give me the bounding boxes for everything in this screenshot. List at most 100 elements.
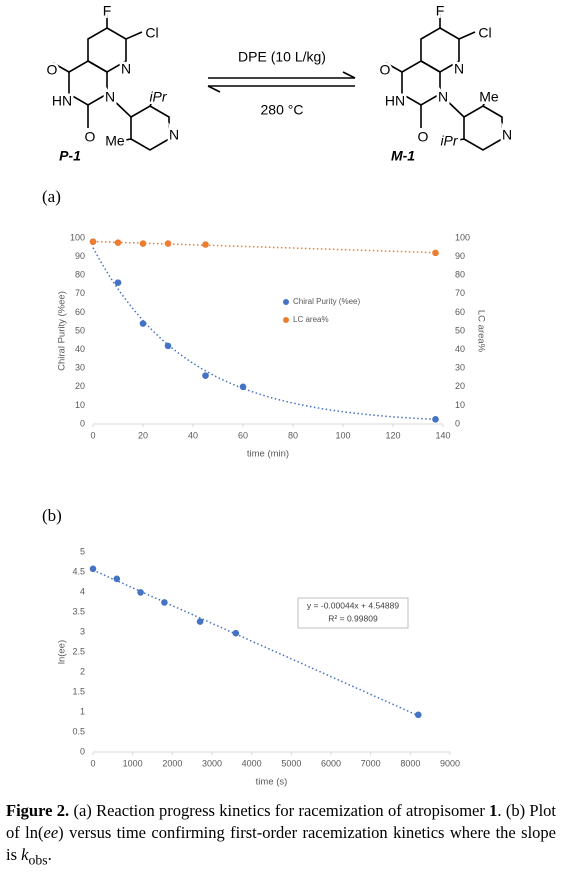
trendline bbox=[92, 247, 436, 421]
y-tick-label: 30 bbox=[75, 363, 85, 373]
x-tick-label: 3000 bbox=[202, 758, 222, 768]
data-point bbox=[161, 599, 168, 606]
trendline bbox=[92, 569, 419, 717]
atom: O bbox=[380, 62, 391, 78]
annotation: y = -0.00044x + 4.54889 bbox=[307, 600, 399, 610]
atom: Me bbox=[105, 133, 125, 149]
figure-caption: Figure 2. (a) Reaction progress kinetics… bbox=[6, 800, 556, 871]
atom: N bbox=[454, 61, 464, 77]
y-tick-label: 2 bbox=[80, 666, 85, 676]
legend-marker bbox=[283, 317, 289, 323]
y-tick-label: 4 bbox=[80, 586, 85, 596]
x-tick-label: 8000 bbox=[400, 758, 420, 768]
atom: N bbox=[105, 89, 115, 105]
caption-text: ) versus time confirming first-order rac… bbox=[6, 823, 557, 864]
caption-label: Figure 2. bbox=[6, 801, 70, 820]
data-point bbox=[139, 320, 147, 327]
y2-tick-label: 30 bbox=[455, 363, 465, 373]
y-tick-label: 2.5 bbox=[72, 646, 85, 656]
y-tick-label: 70 bbox=[75, 288, 85, 298]
data-point bbox=[202, 372, 209, 379]
atom: iPr bbox=[149, 89, 167, 105]
y-tick-label: 0 bbox=[80, 418, 85, 428]
trendline bbox=[92, 240, 436, 254]
data-point bbox=[232, 629, 240, 637]
y2-tick-label: 0 bbox=[455, 418, 460, 428]
x-tick-label: 0 bbox=[90, 430, 95, 440]
data-point bbox=[137, 589, 144, 596]
x-tick-label: 2000 bbox=[162, 758, 182, 768]
y-tick-label: 90 bbox=[75, 251, 85, 261]
data-point bbox=[114, 239, 122, 246]
x-tick-label: 9000 bbox=[440, 758, 460, 768]
legend-marker bbox=[283, 299, 289, 305]
y-tick-label: 1.5 bbox=[72, 686, 85, 696]
y-tick-label: 5 bbox=[80, 546, 85, 556]
legend-label: Chiral Purity (%ee) bbox=[293, 297, 360, 306]
data-point bbox=[114, 279, 122, 286]
data-point bbox=[89, 238, 97, 246]
data-point bbox=[414, 711, 422, 719]
atom: N bbox=[121, 61, 131, 77]
caption-text: k bbox=[21, 845, 29, 864]
atom: N bbox=[438, 89, 448, 105]
atom: F bbox=[103, 3, 112, 19]
y-tick-label: 0 bbox=[80, 746, 85, 756]
x-axis-title: time (min) bbox=[247, 449, 289, 460]
y-tick-label: 100 bbox=[70, 232, 85, 242]
data-point bbox=[164, 240, 172, 247]
atom: Me bbox=[479, 89, 499, 105]
y-tick-label: 20 bbox=[75, 381, 85, 391]
y-tick-label: 10 bbox=[75, 400, 85, 410]
y-tick-label: 3.5 bbox=[72, 606, 85, 616]
atom: N bbox=[502, 127, 512, 143]
y-axis-title: ln(ee) bbox=[57, 640, 68, 664]
data-point bbox=[89, 565, 97, 573]
reactant-structure bbox=[52, 14, 170, 151]
y2-tick-label: 60 bbox=[455, 307, 465, 317]
data-point bbox=[139, 240, 147, 247]
x-tick-label: 0 bbox=[90, 758, 95, 768]
panel-label: (a) bbox=[42, 187, 61, 206]
y-tick-label: 40 bbox=[75, 344, 85, 354]
y-tick-label: 3 bbox=[80, 626, 85, 636]
y-tick-label: 1 bbox=[80, 706, 85, 716]
x-tick-label: 7000 bbox=[361, 758, 381, 768]
y2-tick-label: 40 bbox=[455, 344, 465, 354]
atom: Cl bbox=[478, 25, 491, 41]
y2-tick-label: 50 bbox=[455, 325, 465, 335]
data-point bbox=[164, 342, 172, 350]
atom: HN bbox=[385, 93, 405, 109]
x-tick-label: 6000 bbox=[321, 758, 341, 768]
x-tick-label: 20 bbox=[138, 430, 148, 440]
y-tick-label: 60 bbox=[75, 307, 85, 317]
caption-text: 1 bbox=[489, 801, 498, 820]
x-tick-label: 100 bbox=[335, 430, 350, 440]
y2-tick-label: 20 bbox=[455, 381, 465, 391]
data-point bbox=[196, 618, 204, 625]
data-point bbox=[202, 241, 209, 248]
y2-tick-label: 90 bbox=[455, 251, 465, 261]
figure: F Cl N O HN N iPr O Me N P-1 DPE (10 L/k… bbox=[42, 2, 513, 788]
y2-tick-label: 70 bbox=[455, 288, 465, 298]
conditions: DPE (10 L/kg) bbox=[238, 49, 326, 65]
data-point bbox=[432, 249, 439, 257]
x-tick-label: 40 bbox=[188, 430, 198, 440]
data-point bbox=[239, 383, 247, 391]
atom: F bbox=[436, 3, 445, 19]
y-tick-label: 80 bbox=[75, 270, 85, 280]
y-axis-title: Chiral Purity (%ee) bbox=[57, 291, 68, 371]
y2-axis-title: LC area% bbox=[475, 310, 486, 353]
atom: HN bbox=[52, 93, 72, 109]
caption-text: . bbox=[47, 845, 52, 864]
atom: O bbox=[85, 129, 96, 145]
x-tick-label: 1000 bbox=[123, 758, 143, 768]
atom: N bbox=[169, 127, 179, 143]
caption-text: (a) Reaction progress kinetics for racem… bbox=[73, 801, 490, 820]
x-tick-label: 60 bbox=[238, 430, 248, 440]
conditions: 280 °C bbox=[261, 102, 304, 118]
y2-tick-label: 100 bbox=[455, 232, 470, 242]
y2-tick-label: 80 bbox=[455, 270, 465, 280]
x-tick-label: 5000 bbox=[281, 758, 301, 768]
